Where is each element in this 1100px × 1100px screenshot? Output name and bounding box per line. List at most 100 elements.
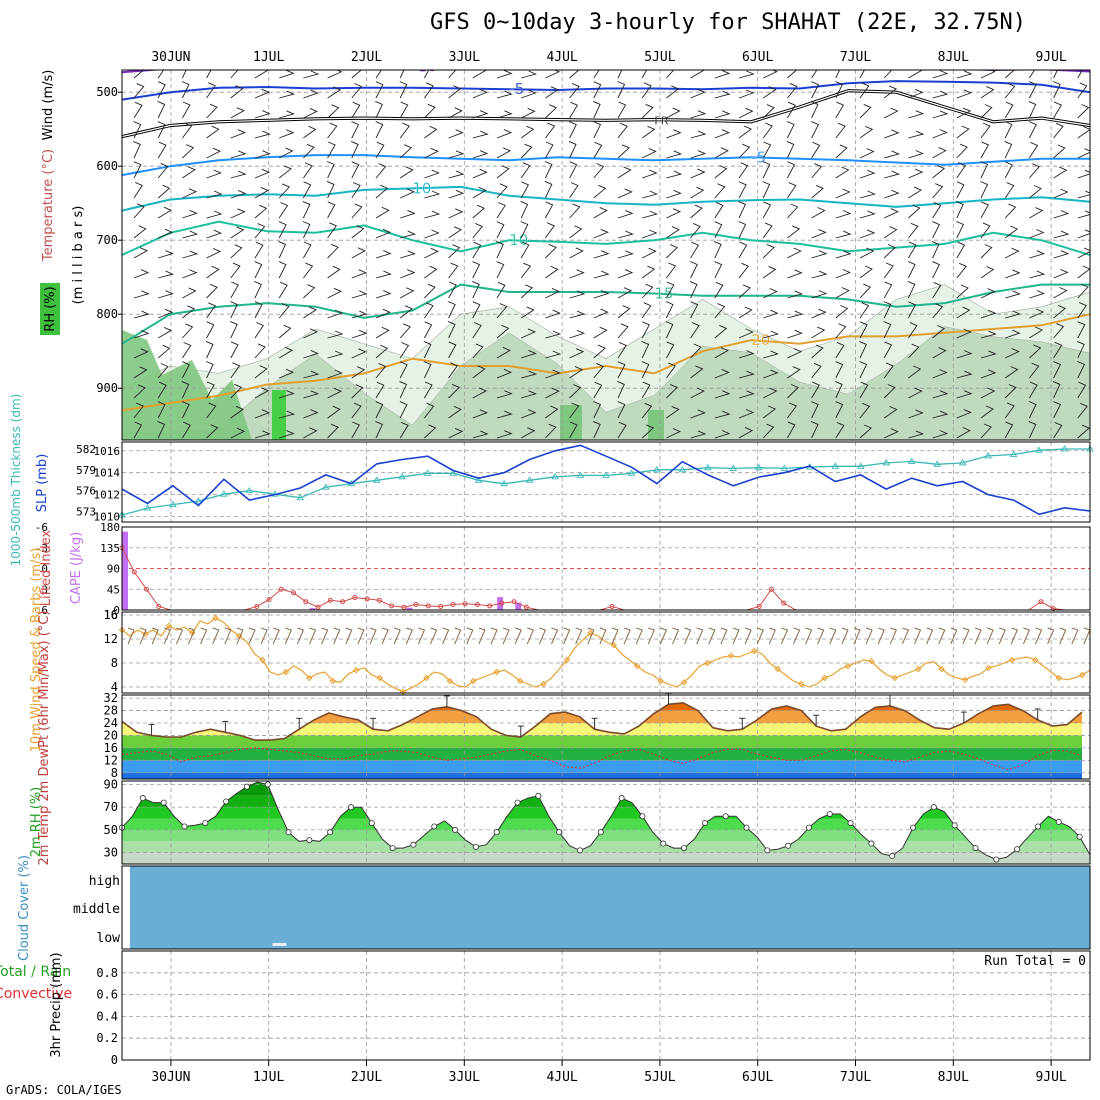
wind-barb: [738, 162, 749, 179]
wind-barb: [327, 265, 341, 279]
wind-barb: [545, 369, 561, 379]
wind-barb: [859, 229, 876, 239]
wind-barb: [545, 265, 559, 279]
y-tick-label: 500: [96, 85, 118, 99]
y-tick-label: 0: [111, 1053, 118, 1067]
wind-barb: [345, 627, 353, 645]
wind-barb: [738, 200, 747, 219]
wind-barb: [157, 401, 166, 419]
wind-barb: [932, 183, 944, 199]
cape-frame: [121, 526, 1091, 611]
wind-barb: [448, 150, 465, 159]
wind-speed-marker: [657, 677, 664, 685]
wind-barb: [835, 323, 847, 339]
wind-barb: [908, 430, 925, 439]
wind-barb: [375, 362, 387, 379]
wind-barb: [587, 627, 595, 645]
wind-barb: [787, 384, 799, 399]
ylabel-slp: SLP (mb): [35, 454, 50, 513]
wind-barb: [859, 125, 874, 139]
wind-barb: [496, 129, 513, 139]
wind-barb: [545, 122, 556, 139]
wind-barb: [1053, 361, 1062, 379]
wind-barb: [448, 85, 462, 99]
wind-barb: [744, 627, 752, 645]
ylabel-lifted-index: Lifted Index: [39, 529, 54, 606]
wind-barb: [399, 380, 408, 399]
wind-barb: [835, 269, 851, 279]
wind-barb: [327, 243, 339, 259]
wind-barb: [496, 90, 513, 99]
wind-barb: [1059, 627, 1067, 645]
lifted-index-marker: [450, 601, 456, 607]
wind-barb: [303, 409, 319, 419]
wind-barb: [690, 241, 700, 259]
wind-barb: [932, 90, 949, 99]
wind-barb: [448, 170, 465, 179]
contour-label: 10: [509, 231, 528, 249]
wind-barb: [1077, 169, 1090, 179]
wind-barb: [157, 100, 166, 119]
thickness-marker: [551, 472, 559, 480]
wind-barb: [490, 627, 498, 645]
wind-barb: [133, 310, 150, 319]
wind-barb: [884, 129, 900, 139]
wind-barb: [642, 147, 657, 159]
wind-barb: [375, 70, 382, 79]
lifted-index-marker: [303, 599, 309, 605]
wind-barb: [998, 627, 1006, 645]
lifted-index-marker: [254, 604, 260, 610]
wind-barb: [956, 408, 972, 419]
wind-barb: [133, 70, 145, 79]
wind-barb: [158, 308, 174, 319]
rh-marker: [889, 853, 896, 860]
wind-speed-marker: [704, 659, 711, 667]
wind-barb: [133, 140, 141, 159]
rh-panel: 30 50 70 90: [104, 777, 1091, 864]
wind-barb: [399, 122, 411, 139]
wind-barb: [327, 369, 343, 379]
slp-line: [121, 444, 1091, 516]
y-tick-label: 28: [104, 704, 118, 718]
wind-barb: [182, 305, 196, 319]
rh-marker: [202, 820, 209, 827]
x-tick-label-top: 4JUL: [546, 50, 577, 65]
wind-barb: [424, 247, 439, 259]
wind-barb: [714, 261, 723, 279]
wind-barb: [641, 70, 648, 79]
wind-barb: [811, 326, 826, 339]
wind-barb: [1077, 82, 1088, 99]
wind-barb: [835, 341, 845, 359]
wind-barb: [545, 86, 559, 99]
wind-barb: [278, 165, 292, 179]
wind-barb: [424, 70, 430, 79]
wind-barb: [932, 147, 947, 159]
wind-barb: [617, 361, 626, 379]
wind-barb: [278, 303, 290, 319]
wind-barb: [884, 189, 900, 199]
wind-barb: [835, 421, 845, 439]
wind-barb: [956, 262, 967, 279]
temperature-contour: [122, 80, 1090, 101]
wind-barb: [756, 627, 764, 645]
lifted-index-marker: [1038, 599, 1044, 605]
wind-speed-marker: [821, 674, 828, 682]
x-tick-label-bottom: 1JUL: [253, 1070, 284, 1085]
wind-barb: [454, 627, 462, 645]
x-tick-label-bottom: 3JUL: [449, 1070, 480, 1085]
wind-barb: [956, 143, 968, 159]
wind-barb: [835, 361, 844, 379]
wind-barb: [593, 81, 602, 99]
wind-barb: [811, 207, 826, 219]
temperature-contour: [122, 220, 1090, 256]
wind-barb: [568, 140, 577, 159]
temp-band: [122, 760, 1082, 773]
wind-barb: [181, 81, 190, 99]
wind-barb: [351, 83, 363, 99]
wind-barb: [956, 306, 971, 319]
rh-band: [122, 841, 1090, 853]
wind-barb: [932, 281, 942, 299]
wind-barb: [399, 287, 415, 299]
wind-barb: [496, 410, 513, 419]
wind-barb: [617, 250, 634, 259]
